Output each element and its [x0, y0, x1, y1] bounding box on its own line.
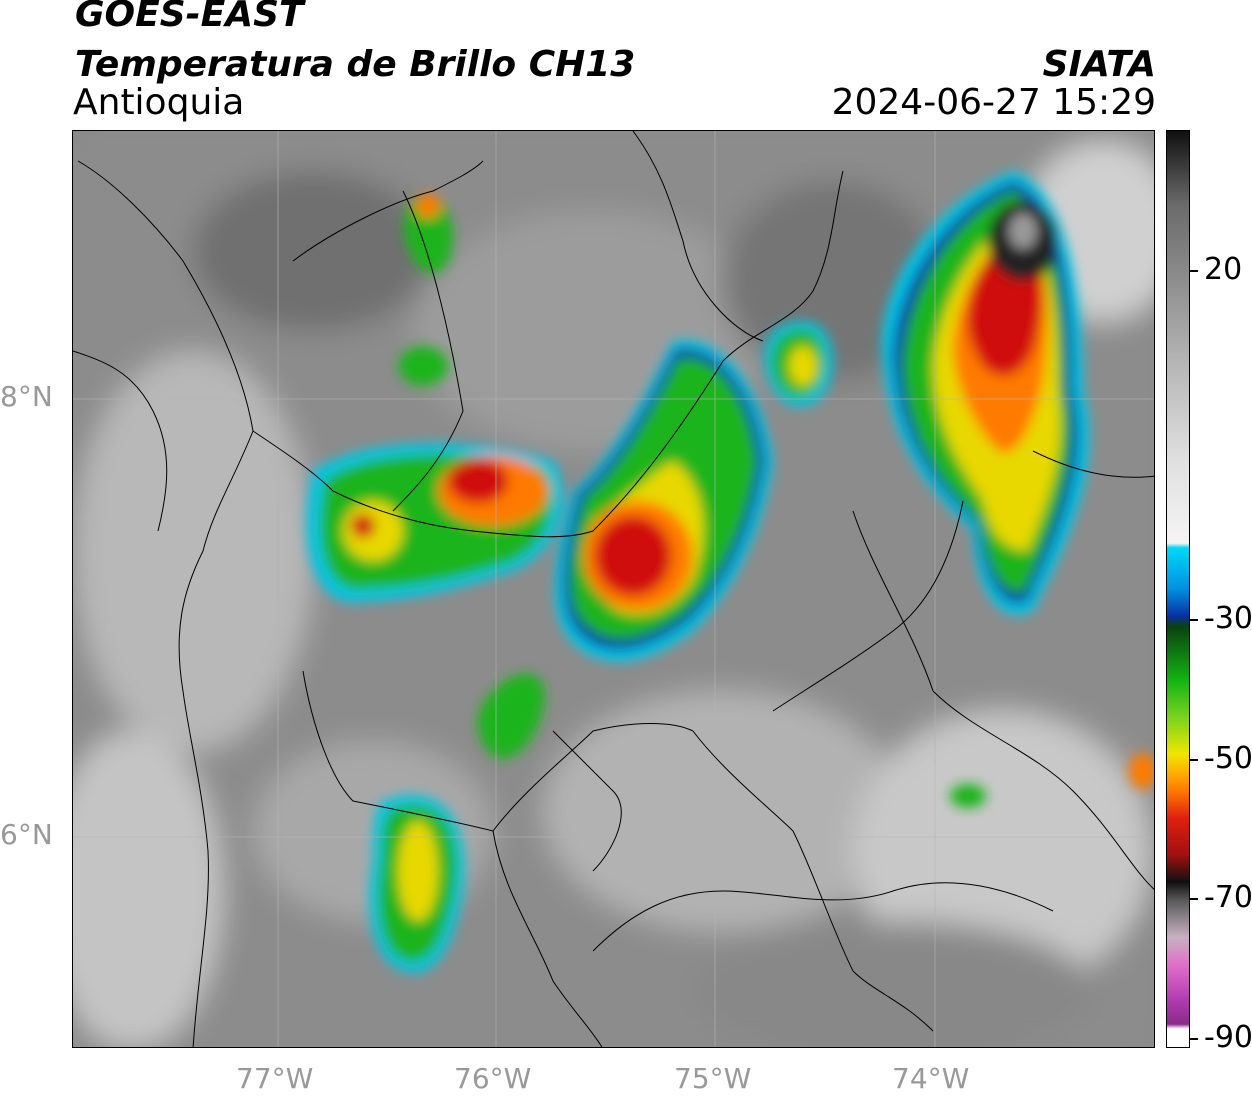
satellite-map[interactable] — [72, 130, 1155, 1048]
colorbar-label: -70 — [1204, 880, 1252, 915]
map-canvas — [73, 131, 1154, 1047]
boundaries — [73, 131, 1154, 1047]
convective-cells — [306, 171, 1154, 973]
colorbar-label: -50 — [1204, 741, 1252, 776]
region-label: Antioquia — [73, 82, 245, 123]
colorbar-tick — [1190, 1038, 1198, 1040]
temperature-colorbar — [1166, 130, 1190, 1048]
lat-label-8n: 8°N — [0, 380, 53, 413]
colorbar-tick — [1190, 270, 1198, 272]
product-title: Temperatura de Brillo CH13 — [75, 44, 636, 85]
lon-label-75w: 75°W — [674, 1062, 752, 1095]
colorbar-label: -90 — [1204, 1020, 1252, 1055]
lat-label-6n: 6°N — [0, 818, 53, 851]
organization-label: SIATA — [1042, 44, 1156, 85]
lon-label-77w: 77°W — [236, 1062, 314, 1095]
colorbar-tick — [1190, 619, 1198, 621]
colorbar-tick — [1190, 759, 1198, 761]
colorbar-label: -30 — [1204, 601, 1252, 636]
gridlines — [73, 131, 1154, 1047]
lon-label-76w: 76°W — [454, 1062, 532, 1095]
lon-label-74w: 74°W — [892, 1062, 970, 1095]
datetime-label: 2024-06-27 15:29 — [831, 82, 1156, 123]
colorbar-tick — [1190, 898, 1198, 900]
colorbar-label: 20 — [1204, 252, 1243, 287]
satellite-title: GOES-EAST — [75, 0, 304, 35]
